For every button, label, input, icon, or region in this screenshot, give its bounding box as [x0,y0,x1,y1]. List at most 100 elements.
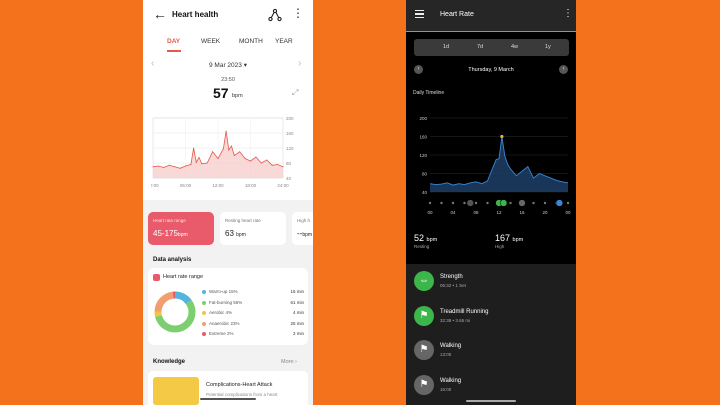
data-point [239,151,241,153]
activity-name: Strength [440,274,463,280]
strength-icon: ⇔ [414,271,434,291]
x-tick-label: 00 [565,210,571,215]
activity-item[interactable]: ⚑ Walking 13:00 [406,333,576,367]
timeline-dot [486,201,489,205]
bpm-unit: bpm [232,93,243,99]
data-point [271,164,273,166]
heart-rate-line [429,136,569,186]
more-vertical-icon[interactable]: ⋮ [563,8,573,19]
zone-time: 2 min [292,331,304,336]
app-header: Heart Rate ⋮ [406,0,576,32]
knowledge-more-link[interactable]: More › [281,359,297,365]
y-tick-label: 40 [422,190,428,195]
data-point [225,130,227,132]
data-point [163,167,165,168]
zone-time: 25 min [290,320,304,326]
left-phone-screen: ← Heart health ⋮ DAY WEEK MONTH YEAR ‹ 9… [143,0,313,405]
running-marker-icon [499,199,508,207]
activity-item[interactable]: ⚑ Treadmill Running 32:38 • 3.65 mi [406,299,576,333]
data-point [244,158,246,159]
date-selector[interactable]: 9 Mar 2023 ▾ [209,62,247,69]
data-point [193,147,195,149]
period-tabs: DAY WEEK MONTH YEAR [143,36,313,52]
range-1d[interactable]: 1d [443,44,450,50]
zone-row: Fat-burning 56% 61 min [202,299,304,308]
home-indicator [466,400,516,402]
article-thumbnail [153,377,199,405]
x-tick-label: 18:00 [245,183,257,188]
page-title: Heart Rate [440,11,474,18]
zone-donut-segment [154,291,196,333]
tab-day[interactable]: DAY [167,38,181,45]
zone-row: Aerobic 4% 4 min [202,309,304,318]
data-point [179,167,181,169]
timeline-dot [451,201,455,205]
x-tick-label: 12 [496,210,502,215]
zone-name: Aerobic 4% [209,310,233,315]
share-icon[interactable] [268,8,282,22]
previous-day-icon[interactable]: ‹ [151,58,155,69]
knowledge-title: Knowledge [153,359,186,365]
tab-week[interactable]: WEEK [201,38,221,45]
range-4w[interactable]: 4w [511,44,519,50]
timeline-dot [463,201,466,205]
peak-point [500,134,504,139]
timeline-dot [509,201,512,205]
data-analysis-card[interactable]: Heart rate range Warm-up 15% 16 min Fat-bu… [148,268,308,345]
high-heart-rate-card[interactable]: High h --bpm [292,212,313,245]
zone-color-dot [202,290,206,294]
heart-rate-range-label: Heart rate range [163,274,204,280]
activity-detail: 06:32 • 1 Set [440,283,466,288]
heart-rate-range-card[interactable]: Heart rate range 45-175bpm [148,212,214,245]
zone-name: Fat-burning 56% [209,299,243,305]
timeline-dot [532,201,535,205]
hamburger-menu-icon[interactable] [415,10,424,18]
back-arrow-icon[interactable]: ← [153,6,167,22]
next-day-icon[interactable]: › [298,58,302,69]
reading-time: 23:50 [221,77,235,83]
article-title: Complications-Heart Attack [206,382,273,388]
resting-heart-rate-card[interactable]: Resting heart rate 63 bpm [220,212,286,245]
zone-name: Extreme 2% [209,331,234,336]
timeline-dot [474,201,478,205]
activity-name: Treadmill Running [440,308,489,315]
range-1y[interactable]: 1y [545,44,551,50]
data-point [152,166,154,168]
data-point [228,149,230,151]
tab-month[interactable]: MONTH [239,38,263,45]
activity-name: Walking [440,377,462,384]
activity-list: ⇔ Strength 06:32 • 1 Set ⚑ Treadmill Running… [406,264,576,405]
data-point [260,162,262,164]
zone-row: Extreme 2% 2 min [202,330,304,339]
zone-time: 4 min [292,310,304,315]
data-analysis-title: Data analysis [153,257,192,263]
zone-color-dot [202,311,206,315]
y-tick-label: 80 [286,161,292,166]
y-tick-label: 40 [286,176,292,181]
data-point [195,161,197,163]
tab-year[interactable]: YEAR [275,38,293,45]
article-subtitle: Potential complications from a heart [206,392,278,397]
x-tick-label: 20 [542,210,548,215]
resting-hr-value: 52 bpm [414,233,438,243]
heart-rate-area [430,136,568,192]
summary-section: Heart rate range 45-175bpm Resting heart… [143,200,313,405]
range-7d[interactable]: 7d [477,44,484,50]
data-point [277,164,279,165]
walking-icon: ⚑ [414,374,434,395]
y-tick-label: 120 [286,146,294,151]
expand-icon[interactable]: ⤢ [292,88,299,97]
x-tick-label: 06:00 [180,183,192,188]
previous-day-icon[interactable]: ‹ [414,65,423,74]
data-point [222,148,224,150]
activity-detail: 32:38 • 3.65 mi [440,317,471,323]
activity-item[interactable]: ⇔ Strength 06:32 • 1 Set [406,264,576,298]
activity-name: Walking [440,343,462,349]
zone-name: Anaerobic 23% [209,320,240,326]
zone-donut-segment [154,291,196,333]
more-vertical-icon[interactable]: ⋮ [292,6,304,20]
next-day-icon[interactable]: › [559,65,568,74]
data-point [217,158,219,159]
y-tick-label: 200 [286,116,294,121]
activity-item[interactable]: ⚑ Walking 16:00 [406,368,576,402]
